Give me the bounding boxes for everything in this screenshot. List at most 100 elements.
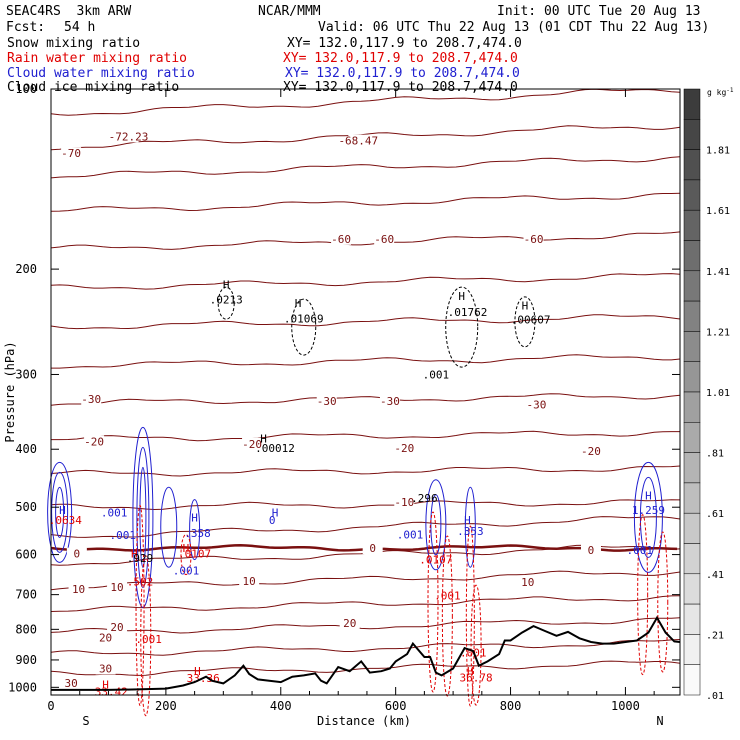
legend-snow-name: Snow mixing ratio: [7, 36, 141, 51]
isotherm-label-bg: [580, 544, 601, 557]
terrain-line: [51, 615, 681, 691]
legend-cloudwater-xy: XY= 132.0,117.9 to 208.7,474.0: [285, 66, 520, 81]
isotherm-label: -70: [61, 147, 81, 160]
extremum-label: .929: [127, 552, 154, 565]
cloud-water-contour: [639, 476, 657, 558]
isotherm-label-bg: [331, 232, 352, 245]
colorbar-label: .01: [706, 691, 724, 702]
isotherm-line: [50, 570, 681, 591]
cloud-water-contour: [136, 446, 150, 588]
colorbar-swatch: [683, 573, 701, 605]
isotherm-label-bg: [517, 576, 538, 589]
extremum-label: H: [131, 548, 138, 561]
x-end-label-south: S: [82, 714, 89, 728]
extremum-label: .001: [434, 590, 461, 603]
extremum-label: .001: [423, 368, 450, 381]
isotherm-label-bg: [95, 631, 116, 644]
isotherm-label: 0: [588, 544, 595, 557]
cloud-water-contour: [160, 486, 178, 568]
rain-water-contour: [637, 514, 649, 676]
isotherm-label: 20: [110, 621, 123, 634]
cloud-ice-contour: [291, 298, 317, 356]
isotherm-label-bg: [580, 445, 601, 458]
isotherm-label: -10: [394, 496, 414, 509]
colorbar-label: 1.81: [706, 146, 730, 157]
y-tick-label: 300: [15, 367, 37, 381]
isotherm-line: [51, 354, 681, 369]
legend-cloudice-name: Cloud ice mixing ratio: [7, 80, 180, 95]
isotherm-label: -68.47: [338, 135, 378, 148]
isotherm-label-bg: [81, 393, 102, 406]
isotherm-label-bg: [95, 662, 116, 675]
isotherm-label: 20: [343, 617, 356, 630]
cloud-ice-contour: [217, 286, 235, 320]
y-tick-label: 400: [15, 442, 37, 456]
y-tick-label: 600: [15, 548, 37, 562]
isotherm-line: [50, 639, 681, 656]
isotherm-line: [50, 273, 681, 290]
cloud-water-contour: [55, 486, 65, 538]
extremum-label: H: [458, 290, 465, 303]
isotherm-label: 20: [99, 632, 112, 645]
isotherm-label-bg: [61, 147, 82, 160]
extremum-label: .0107: [419, 554, 452, 567]
colorbar-swatch: [683, 512, 701, 544]
isotherm-label-bg: [348, 134, 369, 147]
cloud-water-contour: [464, 486, 476, 568]
colorbar-swatch: [683, 179, 701, 211]
cloud-water-contour: [132, 426, 154, 608]
rain-water-contour: [470, 584, 482, 706]
extremum-label: H: [223, 278, 230, 291]
isotherm-label-bg: [239, 574, 260, 587]
colorbar-label: 1.01: [706, 388, 730, 399]
isotherm-label: 0: [369, 542, 376, 555]
cloud-water-contour: [139, 466, 147, 568]
rain-water-contour: [465, 525, 475, 707]
rain-water-contour: [657, 531, 669, 673]
isotherm-label: -20: [581, 445, 601, 458]
hydrometeor-contours: [47, 286, 669, 717]
isotherm-line: [50, 499, 681, 511]
isotherm-label-bg: [66, 547, 87, 560]
extremum-label: .01069: [284, 313, 324, 326]
cloud-ice-contour: [445, 286, 479, 368]
x-axis-label: Distance (km): [317, 714, 411, 728]
isotherm-label: 10: [521, 576, 534, 589]
isotherm-label: -72.23: [109, 130, 149, 143]
isotherm-line: [50, 595, 681, 612]
isotherm-label-bg: [523, 232, 544, 245]
isotherm-label-bg: [362, 542, 383, 555]
isotherm-label-bg: [374, 232, 395, 245]
rain-water-contour: [180, 534, 192, 576]
isotherm-label-bg: [68, 583, 89, 596]
x-end-label-north: N: [656, 714, 663, 728]
extremum-label: .001: [110, 529, 137, 542]
colorbar-swatch: [683, 664, 701, 696]
colorbar-label: 1.61: [706, 206, 730, 217]
extremum-label: H: [59, 504, 66, 517]
isotherm-line: [50, 516, 681, 538]
isotherm-label: 30: [99, 662, 112, 675]
isotherm-label-bg: [394, 441, 415, 454]
x-tick-label: 800: [500, 699, 522, 713]
legend-snow-xy: XY= 132.0,117.9 to 208.7,474.0: [287, 36, 522, 51]
cloud-water-contour: [189, 499, 201, 561]
colorbar-swatch: [683, 119, 701, 150]
isotherm-label-bg: [242, 437, 263, 450]
extremum-label: H: [295, 297, 302, 310]
colorbar-label: 1.41: [706, 267, 730, 278]
isotherm-label: 30: [64, 677, 77, 690]
colorbar-label: .81: [706, 449, 724, 460]
isotherm-label: 10: [110, 581, 123, 594]
isotherm-label: -30: [317, 395, 337, 408]
forecast-label: Fcst:: [6, 20, 46, 35]
colorbar-swatch: [683, 209, 701, 241]
extremum-label: .01762: [448, 306, 488, 319]
forecast-hours: 54 h: [64, 20, 96, 35]
isotherm-label: -60: [374, 233, 394, 246]
x-tick-label: 1000: [611, 699, 640, 713]
isotherm-label: -60: [331, 233, 351, 246]
isotherm-label: 10: [72, 583, 85, 596]
isotherm-label-bg: [394, 495, 415, 508]
extremum-label: H: [467, 665, 474, 678]
